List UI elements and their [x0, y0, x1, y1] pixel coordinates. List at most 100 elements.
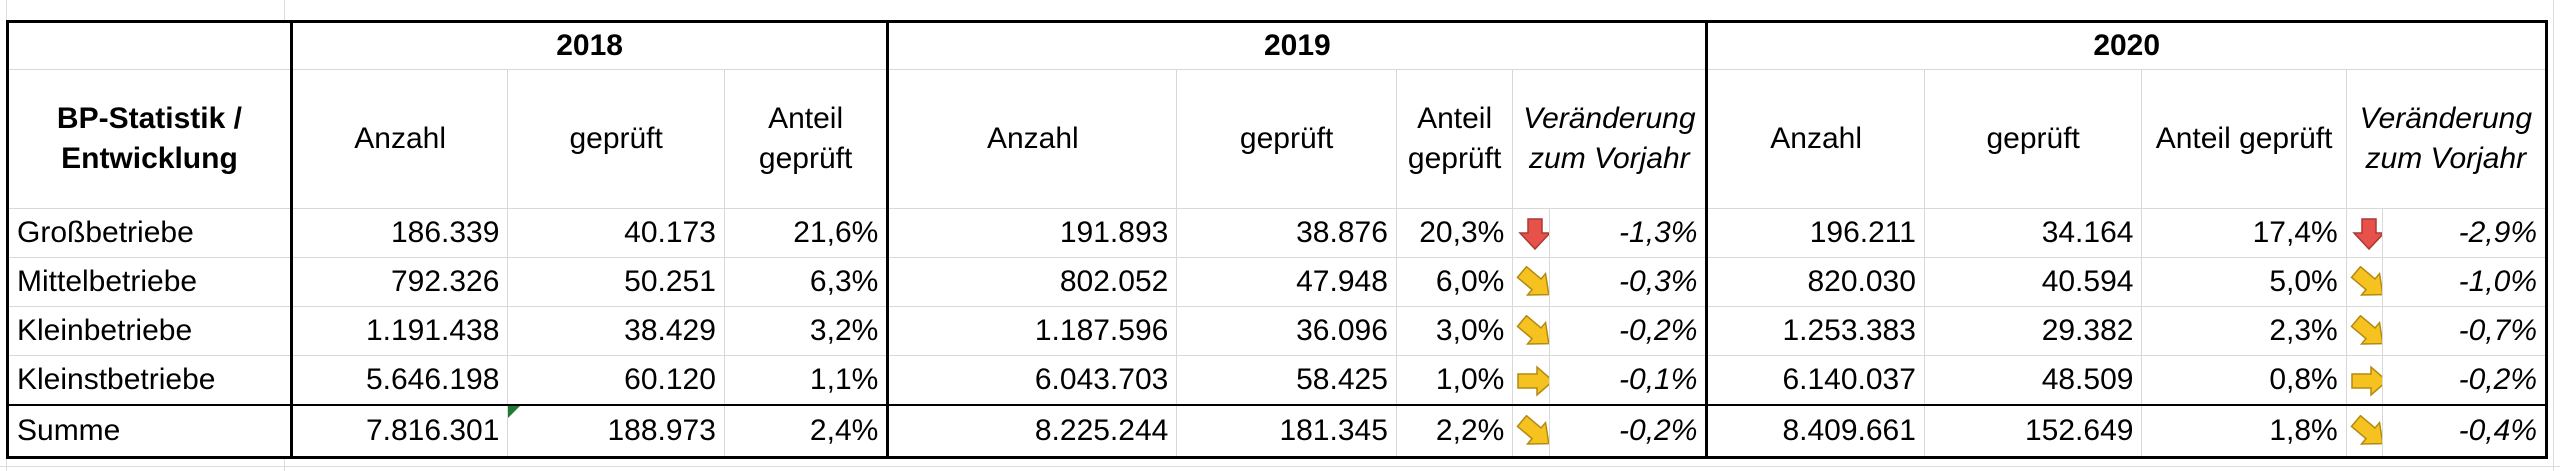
cell-veraenderung-2019: -0,2% [1549, 306, 1708, 356]
col-anzahl-2019: Anzahl [886, 69, 1178, 209]
cell-anteil-2019: 1,0% [1395, 355, 1514, 406]
arrow-down-right-icon [2349, 413, 2382, 446]
corner-cell [6, 20, 292, 70]
cell-anteil-2018: 3,2% [723, 306, 889, 356]
trend-cell-2020 [2345, 355, 2384, 406]
arrow-down-right-icon [1515, 413, 1549, 446]
cell-anteil-2020: 0,8% [2141, 355, 2347, 406]
row-label: Kleinbetriebe [6, 306, 292, 356]
col-geprueft-2019: geprüft [1176, 69, 1397, 209]
cell-anteil-2019: 3,0% [1395, 306, 1514, 356]
col-anteil-2019: Anteil geprüft [1395, 69, 1514, 209]
cell-geprueft-2020: 152.649 [1923, 404, 2143, 459]
cell-geprueft-2019: 181.345 [1176, 404, 1397, 459]
arrow-down-right-icon [1515, 313, 1549, 346]
trend-cell-2019 [1512, 257, 1551, 307]
trend-cell-2019 [1512, 404, 1551, 459]
trend-cell-2019 [1512, 355, 1551, 406]
row-label: Kleinstbetriebe [6, 355, 292, 406]
cell-anzahl-2018: 186.339 [289, 208, 509, 258]
cell-anzahl-2020: 196.211 [1705, 208, 1925, 258]
col-anteil-2018: Anteil geprüft [723, 69, 889, 209]
table-row: Kleinbetriebe 1.191.438 38.429 3,2% 1.187.59… [6, 306, 2548, 356]
cell-anzahl-2020: 1.253.383 [1705, 306, 1925, 356]
col-veraenderung-2020: Veränderung zum Vorjahr [2345, 69, 2549, 209]
col-anteil-2020: Anteil geprüft [2141, 69, 2347, 209]
cell-geprueft-2018: 188.973 [507, 404, 725, 459]
cell-anteil-2019: 6,0% [1395, 257, 1514, 307]
cell-anteil-2020: 2,3% [2141, 306, 2347, 356]
cell-veraenderung-2020: -2,9% [2382, 208, 2548, 258]
arrow-down-right-icon [1515, 264, 1549, 297]
col-anzahl-2020: Anzahl [1705, 69, 1925, 209]
trend-cell-2020 [2345, 208, 2384, 258]
cell-geprueft-2020: 29.382 [1923, 306, 2143, 356]
cell-geprueft-2018: 50.251 [507, 257, 725, 307]
year-header-2019: 2019 [886, 20, 1708, 70]
cell-anzahl-2020: 820.030 [1705, 257, 1925, 307]
cell-anzahl-2019: 8.225.244 [886, 404, 1178, 459]
trend-cell-2019 [1512, 208, 1551, 258]
gridline [0, 466, 2560, 467]
stat-label-header: BP-Statistik / Entwicklung [6, 69, 292, 209]
cell-veraenderung-2019: -0,1% [1549, 355, 1708, 406]
cell-anzahl-2019: 1.187.596 [886, 306, 1178, 356]
arrow-down-right-icon [2349, 313, 2382, 346]
cell-anteil-2019: 2,2% [1395, 404, 1514, 459]
bp-statistik-table: 2018 2019 2020 BP-Statistik / Entwicklun… [6, 20, 2549, 459]
cell-veraenderung-2019: -0,3% [1549, 257, 1708, 307]
col-geprueft-2018: geprüft [507, 69, 725, 209]
trend-cell-2020 [2345, 306, 2384, 356]
year-header-2020: 2020 [1705, 20, 2548, 70]
cell-veraenderung-2019: -0,2% [1549, 404, 1708, 459]
cell-anteil-2018: 21,6% [723, 208, 889, 258]
table-row: Großbetriebe 186.339 40.173 21,6% 191.893 38.… [6, 208, 2548, 258]
arrow-right-icon [1515, 362, 1549, 397]
cell-anzahl-2019: 6.043.703 [886, 355, 1178, 406]
arrow-down-icon [1515, 215, 1549, 250]
cell-geprueft-2019: 38.876 [1176, 208, 1397, 258]
cell-veraenderung-2020: -1,0% [2382, 257, 2548, 307]
cell-anzahl-2018: 5.646.198 [289, 355, 509, 406]
gridline [2553, 0, 2554, 471]
cell-anzahl-2018: 792.326 [289, 257, 509, 307]
arrow-right-icon [2349, 362, 2382, 397]
cell-anzahl-2020: 6.140.037 [1705, 355, 1925, 406]
summe-row: Summe 7.816.301 188.973 2,4% 8.225.244 181.34… [6, 404, 2548, 459]
cell-veraenderung-2020: -0,4% [2382, 404, 2548, 459]
cell-geprueft-2020: 48.509 [1923, 355, 2143, 406]
cell-geprueft-2019: 58.425 [1176, 355, 1397, 406]
row-label: Summe [6, 404, 292, 459]
cell-veraenderung-2020: -0,7% [2382, 306, 2548, 356]
cell-anzahl-2018: 1.191.438 [289, 306, 509, 356]
cell-geprueft-2020: 40.594 [1923, 257, 2143, 307]
cell-anzahl-2019: 802.052 [886, 257, 1178, 307]
cell-anzahl-2020: 8.409.661 [1705, 404, 1925, 459]
trend-cell-2019 [1512, 306, 1551, 356]
trend-cell-2020 [2345, 404, 2384, 459]
row-label: Großbetriebe [6, 208, 292, 258]
cell-anzahl-2019: 191.893 [886, 208, 1178, 258]
cell-anteil-2020: 17,4% [2141, 208, 2347, 258]
year-header-2018: 2018 [289, 20, 889, 70]
col-veraenderung-2019: Veränderung zum Vorjahr [1512, 69, 1708, 209]
cell-geprueft-2019: 36.096 [1176, 306, 1397, 356]
cell-geprueft-2018: 40.173 [507, 208, 725, 258]
cell-anteil-2018: 2,4% [723, 404, 889, 459]
cell-anteil-2018: 6,3% [723, 257, 889, 307]
cell-geprueft-2018: 60.120 [507, 355, 725, 406]
trend-cell-2020 [2345, 257, 2384, 307]
cell-anteil-2019: 20,3% [1395, 208, 1514, 258]
cell-geprueft-2018: 38.429 [507, 306, 725, 356]
cell-anteil-2020: 5,0% [2141, 257, 2347, 307]
col-geprueft-2020: geprüft [1923, 69, 2143, 209]
cell-anteil-2018: 1,1% [723, 355, 889, 406]
table-row: Kleinstbetriebe 5.646.198 60.120 1,1% 6.043.… [6, 355, 2548, 406]
arrow-down-right-icon [2349, 264, 2382, 297]
col-anzahl-2018: Anzahl [289, 69, 509, 209]
cell-geprueft-2019: 47.948 [1176, 257, 1397, 307]
cell-anzahl-2018: 7.816.301 [289, 404, 509, 459]
arrow-down-icon [2349, 215, 2382, 250]
row-label: Mittelbetriebe [6, 257, 292, 307]
cell-anteil-2020: 1,8% [2141, 404, 2347, 459]
